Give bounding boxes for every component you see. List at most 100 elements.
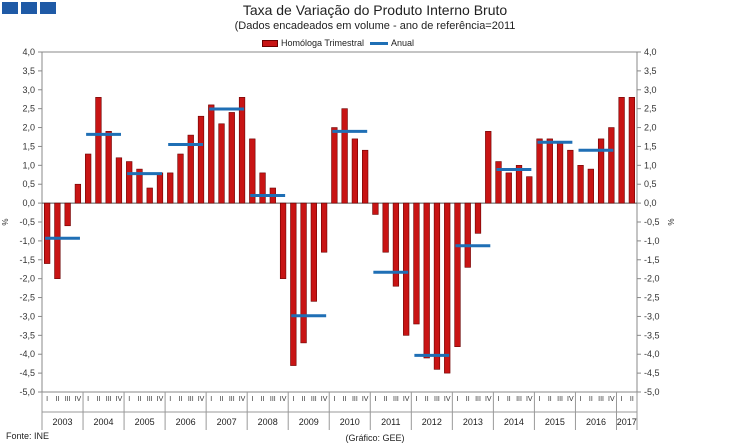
- quarter-label: IV: [362, 396, 369, 403]
- quarter-label: I: [46, 396, 48, 403]
- quarter-label: III: [557, 396, 563, 403]
- y-tick-label-right: -3,5: [644, 330, 660, 340]
- quarterly-bar: [444, 202, 451, 374]
- year-label: 2015: [545, 417, 565, 427]
- legend-label-quarterly: Homóloga Trimestral: [281, 38, 365, 48]
- quarter-label: I: [292, 396, 294, 403]
- y-tick-label-right: 2,5: [644, 104, 657, 114]
- logo-block: [2, 2, 18, 14]
- year-label: 2011: [381, 417, 400, 427]
- quarterly-bar: [454, 202, 461, 347]
- gee-logo: [2, 2, 56, 14]
- quarterly-bar: [546, 138, 553, 204]
- quarter-label: II: [220, 396, 224, 403]
- y-tick-label-right: -5,0: [644, 387, 660, 397]
- quarterly-bar: [197, 115, 205, 204]
- quarterly-bar: [577, 165, 584, 204]
- quarter-label: III: [352, 396, 358, 403]
- quarterly-bar: [95, 97, 102, 204]
- quarterly-bar: [187, 134, 194, 204]
- quarter-label: III: [516, 396, 522, 403]
- y-tick-label-right: -3,0: [644, 311, 660, 321]
- y-tick-label-left: -0,5: [19, 217, 35, 227]
- y-tick-label-left: 2,0: [22, 123, 35, 133]
- year-label: 2003: [53, 417, 73, 427]
- quarterly-bar: [608, 127, 615, 204]
- logo-block: [21, 2, 37, 14]
- quarterly-bar: [628, 97, 635, 204]
- quarterly-bar: [392, 202, 400, 287]
- quarter-label: IV: [198, 396, 205, 403]
- quarterly-bar: [433, 202, 441, 370]
- quarter-label: II: [343, 396, 347, 403]
- y-tick-label-right: 2,0: [644, 123, 657, 133]
- quarter-label: I: [621, 396, 623, 403]
- quarterly-bar: [495, 161, 502, 204]
- quarterly-bar: [413, 202, 420, 325]
- quarter-label: III: [598, 396, 604, 403]
- chart-subtitle: (Dados encadeados em volume - ano de ref…: [234, 20, 516, 32]
- quarterly-bar: [85, 153, 92, 204]
- y-tick-label-right: 0,0: [644, 198, 657, 208]
- plot-frame: [41, 51, 638, 393]
- y-tick-label-left: 2,5: [22, 104, 35, 114]
- quarterly-bar: [403, 202, 410, 336]
- logo-block: [40, 2, 56, 14]
- quarter-label: IV: [239, 396, 246, 403]
- quarterly-bar: [300, 202, 307, 344]
- quarterly-bar: [115, 157, 123, 204]
- quarterly-bar: [464, 202, 471, 268]
- quarter-label: II: [138, 396, 142, 403]
- year-label: 2010: [340, 417, 360, 427]
- chart-title: Taxa de Variação do Produto Interno Brut…: [242, 2, 508, 18]
- quarterly-bar: [567, 149, 574, 204]
- y-tick-label-right: -4,5: [644, 368, 660, 378]
- quarterly-bar: [54, 202, 61, 279]
- quarterly-bar: [351, 138, 359, 204]
- year-label: 2006: [176, 417, 196, 427]
- quarter-label: IV: [116, 396, 123, 403]
- quarter-label: I: [374, 396, 376, 403]
- quarterly-bar: [177, 153, 184, 204]
- y-tick-label-left: -2,0: [19, 274, 35, 284]
- quarterly-bar: [310, 202, 317, 302]
- quarter-label: I: [456, 396, 458, 403]
- y-axis-unit-left: %: [1, 218, 10, 225]
- y-tick-label-right: -1,0: [644, 236, 660, 246]
- quarter-label: IV: [403, 396, 410, 403]
- quarterly-bar: [64, 202, 71, 227]
- y-tick-label-left: -4,0: [19, 349, 35, 359]
- y-tick-label-left: -5,0: [19, 387, 35, 397]
- quarter-label: I: [333, 396, 335, 403]
- y-tick-label-right: -2,0: [644, 274, 660, 284]
- quarterly-bar: [249, 138, 256, 204]
- quarter-label: I: [169, 396, 171, 403]
- quarter-label: IV: [444, 396, 451, 403]
- y-tick-label-right: -4,0: [644, 349, 660, 359]
- quarterly-bar: [526, 176, 533, 204]
- quarter-label: II: [589, 396, 593, 403]
- quarter-label: III: [475, 396, 481, 403]
- y-tick-label-right: -1,5: [644, 255, 660, 265]
- quarterly-bar: [587, 168, 594, 204]
- quarter-label: III: [311, 396, 317, 403]
- chart-credit: (Gráfico: GEE): [345, 433, 405, 443]
- quarterly-bar: [515, 165, 523, 204]
- year-label: 2012: [422, 417, 442, 427]
- quarter-label: I: [415, 396, 417, 403]
- y-tick-label-right: 1,0: [644, 160, 657, 170]
- quarterly-bar: [259, 172, 266, 204]
- quarterly-bar: [382, 202, 389, 253]
- quarterly-bar: [331, 127, 338, 204]
- quarterly-bar: [505, 172, 512, 204]
- quarterly-bar: [372, 202, 379, 215]
- year-label: 2016: [586, 417, 606, 427]
- quarter-label: IV: [608, 396, 615, 403]
- quarter-label: III: [393, 396, 399, 403]
- quarterly-bar: [146, 187, 153, 204]
- quarter-label: IV: [280, 396, 287, 403]
- quarterly-bar: [597, 138, 605, 204]
- quarter-label: III: [434, 396, 440, 403]
- y-tick-label-right: 0,5: [644, 179, 657, 189]
